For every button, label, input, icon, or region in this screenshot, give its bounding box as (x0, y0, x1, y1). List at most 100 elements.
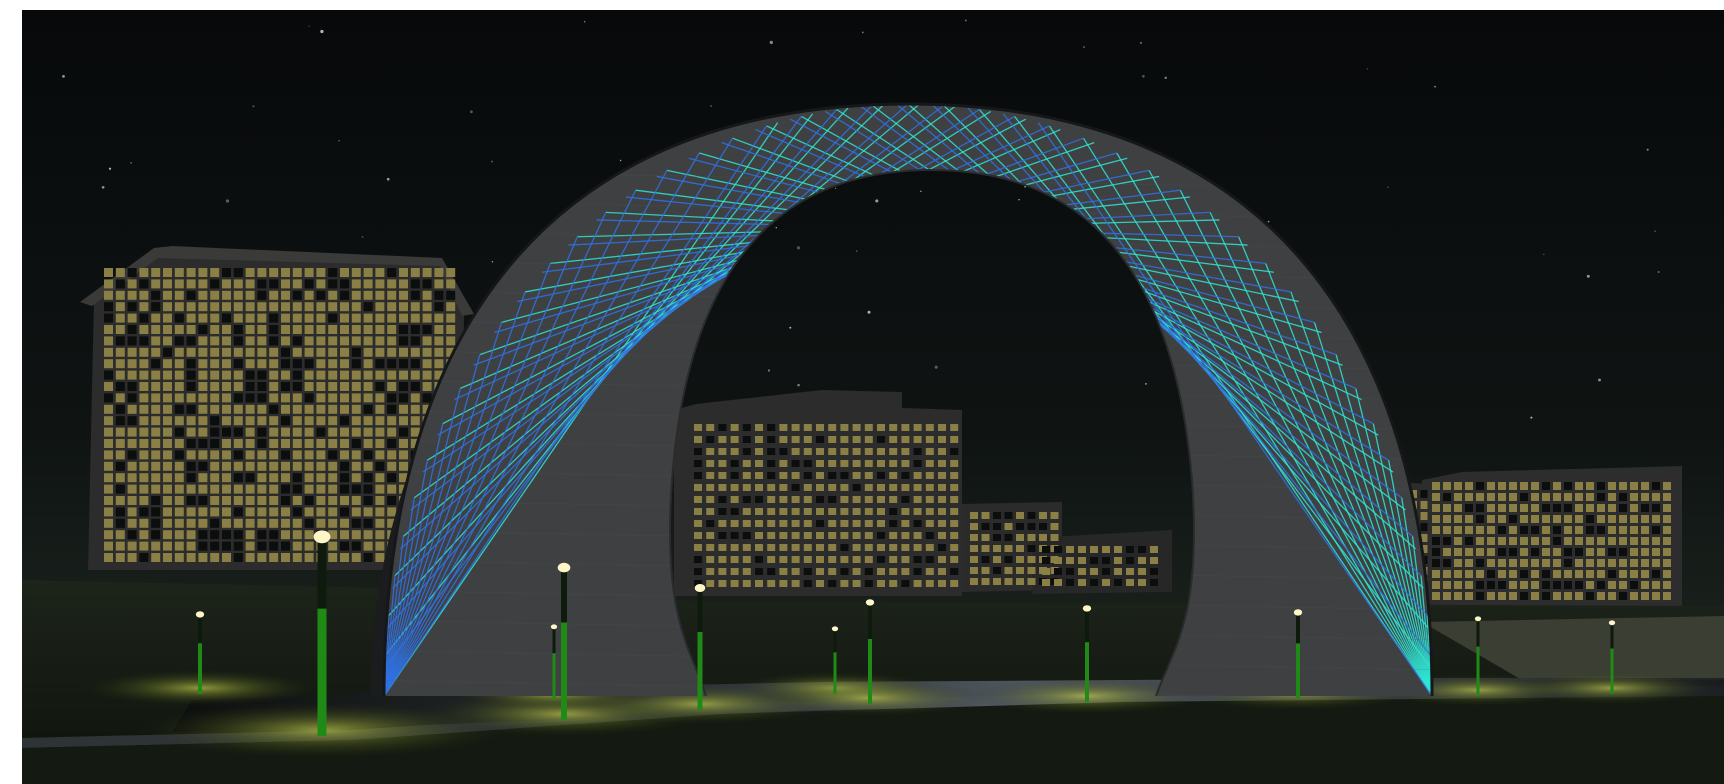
far-embankment (1422, 616, 1724, 680)
building-window (1126, 546, 1134, 553)
building-window (222, 382, 231, 391)
star (101, 185, 105, 189)
building-window (233, 382, 243, 391)
building-window (198, 507, 208, 517)
building-window (257, 370, 267, 380)
building-window (281, 473, 290, 483)
building-window (210, 416, 220, 426)
building-window (706, 448, 715, 455)
building-window (1575, 592, 1583, 600)
building-window (1553, 504, 1561, 512)
building-window (210, 427, 220, 437)
building-window (269, 473, 279, 483)
building-window (1597, 548, 1605, 556)
star (1530, 416, 1533, 419)
building-window (163, 359, 172, 369)
building-window (1465, 504, 1473, 512)
building-window (767, 484, 776, 491)
building-window (281, 484, 290, 494)
building-window (803, 544, 812, 551)
building-window (163, 336, 172, 346)
street-lamp (1608, 620, 1616, 694)
building-window (1564, 581, 1572, 589)
star (469, 110, 473, 114)
building-window (304, 393, 314, 403)
building-window (816, 556, 824, 563)
building-window (375, 461, 385, 471)
building-window (1586, 526, 1594, 534)
building-window (328, 427, 338, 437)
building-window (151, 496, 161, 505)
building-window (1126, 557, 1134, 564)
building-window (981, 512, 990, 519)
lattice-cable (384, 291, 526, 696)
building-window (387, 473, 397, 483)
building-window (1586, 537, 1594, 545)
building-window (1652, 482, 1660, 490)
building-window (1542, 559, 1550, 567)
building-window (304, 439, 314, 448)
star (1145, 383, 1147, 385)
building-window (779, 568, 788, 575)
building-window (222, 507, 231, 517)
building-window (257, 530, 267, 540)
building-window (1066, 579, 1074, 586)
star (584, 21, 586, 23)
building-window (328, 268, 338, 277)
building-window (186, 359, 196, 369)
building-window (340, 427, 349, 437)
building-window (351, 313, 361, 323)
building-window (1487, 581, 1495, 589)
star (1142, 74, 1145, 78)
building-window (127, 290, 137, 300)
building-window (139, 279, 149, 289)
building-window (1487, 504, 1495, 512)
building-window (151, 541, 161, 551)
building-window (363, 336, 373, 346)
building-window (938, 496, 946, 503)
building-window (233, 473, 243, 483)
building-window (803, 520, 812, 527)
building-window (269, 336, 279, 346)
building-window (840, 568, 849, 575)
building-window (292, 473, 302, 483)
lattice-cable (384, 189, 637, 696)
building-window (1520, 592, 1528, 600)
lamp-neck (1476, 620, 1480, 647)
building-window (422, 336, 432, 346)
building-window (222, 325, 231, 334)
building-window (706, 436, 715, 443)
building-window (104, 347, 113, 357)
building-window (718, 484, 727, 491)
lattice-cable (1355, 388, 1432, 696)
building-window (1520, 482, 1528, 490)
building-window (292, 313, 302, 323)
building-window (840, 496, 849, 503)
building-window (864, 424, 873, 431)
building-window (198, 336, 208, 346)
building-window (981, 567, 990, 574)
building-window (304, 518, 314, 528)
building-window (292, 404, 302, 414)
star (386, 177, 390, 181)
building-window (198, 404, 208, 414)
building-window (387, 336, 397, 346)
building-window (351, 393, 361, 403)
building-window (828, 472, 837, 479)
building-window (1586, 504, 1594, 512)
building-window (1114, 579, 1122, 586)
building-window (163, 302, 172, 312)
building-window (1597, 493, 1605, 501)
building-window (434, 313, 444, 323)
building-window (981, 534, 990, 541)
building-window (351, 382, 361, 391)
building-window (1553, 515, 1561, 523)
building-window (127, 518, 137, 528)
building-window (706, 424, 715, 431)
building-window (198, 518, 208, 528)
building-window (186, 496, 196, 505)
building-window (1663, 592, 1671, 600)
building-window (340, 302, 349, 312)
building-window (257, 473, 267, 483)
building-window (1476, 526, 1484, 534)
